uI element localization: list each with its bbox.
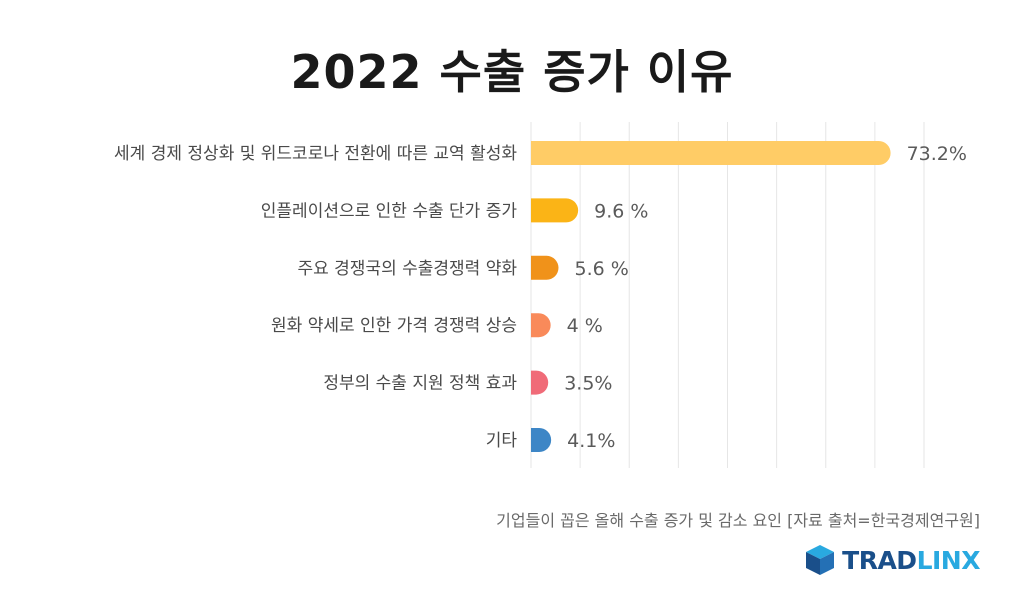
bars <box>531 141 891 452</box>
bar <box>531 198 579 223</box>
category-label: 원화 약세로 인한 가격 경쟁력 상승 <box>271 316 517 336</box>
bar <box>531 141 891 165</box>
value-label: 3.5% <box>564 373 612 395</box>
bar <box>531 370 549 395</box>
value-label: 4 % <box>567 315 603 337</box>
value-labels: 73.2% 9.6 % 5.6 % 4 % 3.5% 4.1% <box>564 143 967 452</box>
tradlinx-logo: TRADLINX <box>804 542 981 578</box>
logo-text-trad: TRAD <box>842 545 917 575</box>
category-label: 정부의 수출 지원 정책 효과 <box>323 374 517 394</box>
value-label: 9.6 % <box>594 200 648 222</box>
logo-text-linx: LINX <box>916 545 981 575</box>
bar <box>531 255 559 280</box>
category-label: 기타 <box>486 431 518 451</box>
category-label: 세계 경제 정상화 및 위드코로나 전환에 따른 교역 활성화 <box>114 144 517 164</box>
value-label: 73.2% <box>907 143 967 165</box>
chart-title: 2022 수출 증가 이유 <box>290 45 734 99</box>
value-label: 5.6 % <box>575 258 629 280</box>
category-label: 인플레이션으로 인한 수출 단가 증가 <box>261 201 518 221</box>
source-note: 기업들이 꼽은 올해 수출 증가 및 감소 요인 [자료 출처=한국경제연구원] <box>496 511 980 530</box>
category-label: 주요 경쟁국의 수출경쟁력 약화 <box>297 259 517 279</box>
logo-wordmark: TRADLINX <box>842 546 980 575</box>
cube-logo-icon <box>806 545 835 575</box>
bar <box>531 428 552 452</box>
gridlines <box>530 122 925 468</box>
value-label: 4.1% <box>567 430 615 452</box>
bar <box>531 313 551 338</box>
